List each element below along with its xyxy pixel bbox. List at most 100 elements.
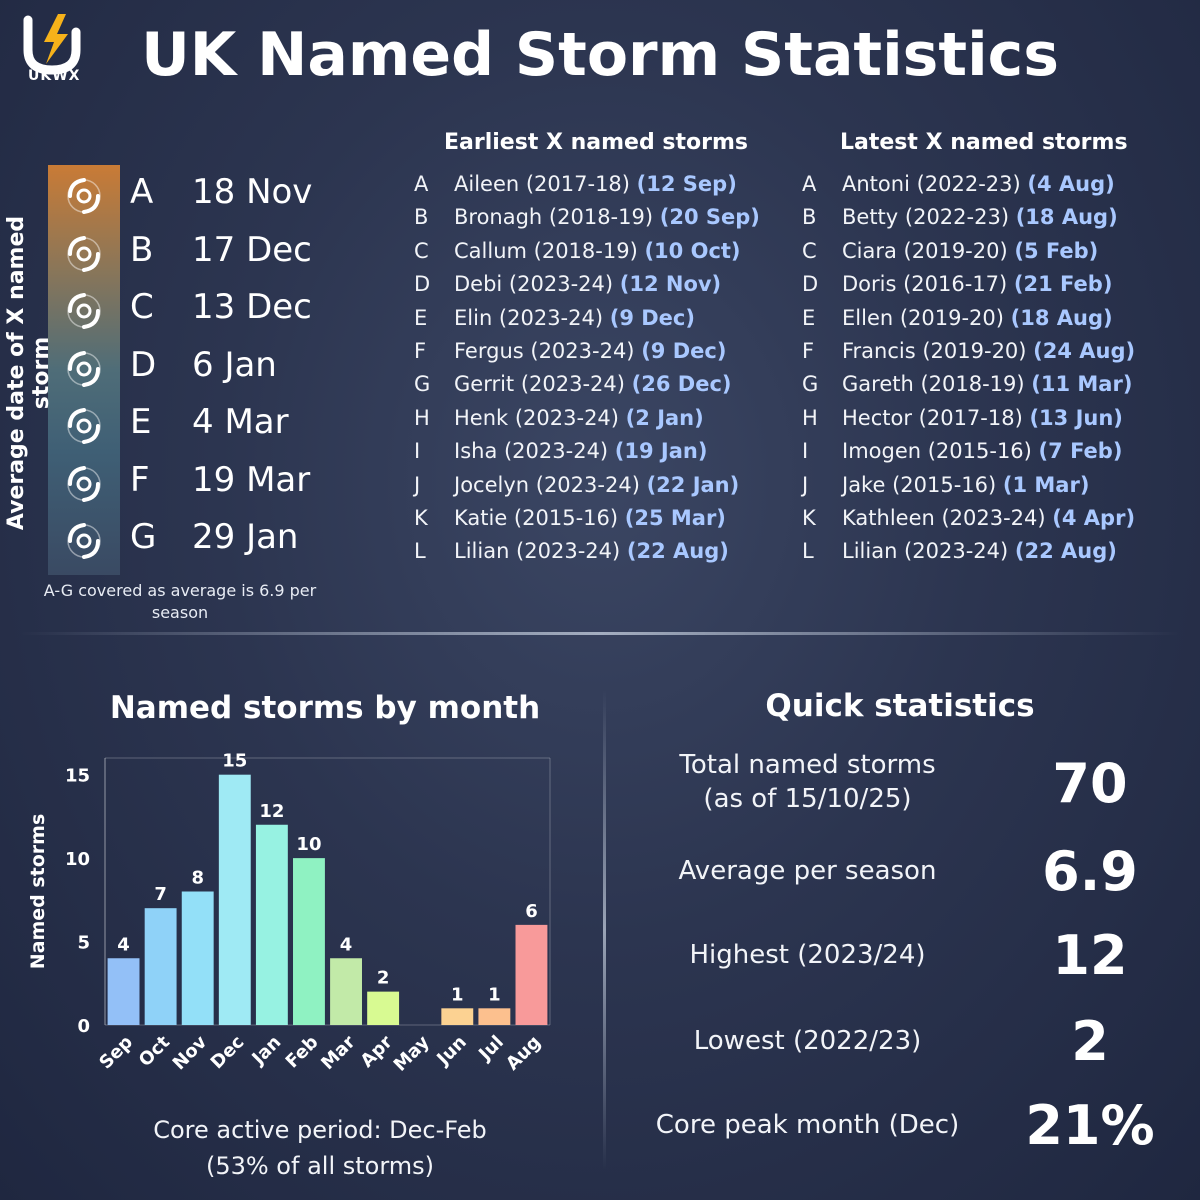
earliest-date: (2 Jan) [625, 405, 704, 430]
latest-row: H Hector (2017-18) (13 Jun) [802, 406, 1123, 430]
bar-dec [218, 774, 251, 1025]
earliest-name: Elin (2023-24) [454, 305, 610, 330]
horizontal-divider [20, 632, 1180, 635]
earliest-row: E Elin (2023-24) (9 Dec) [414, 306, 695, 330]
earliest-name: Henk (2023-24) [454, 405, 626, 430]
y-tick-label: 0 [77, 1016, 90, 1037]
average-letter: B [130, 229, 154, 270]
quick-stat-value: 21% [1025, 1094, 1155, 1157]
latest-letter: H [802, 405, 818, 430]
storm-swirl-icon [67, 178, 101, 214]
quick-stat-label: Core peak month (Dec) [620, 1108, 995, 1142]
latest-letter: D [802, 272, 819, 297]
earliest-name: Debi (2023-24) [454, 272, 620, 297]
quick-stat-label-line1: Total named storms [679, 750, 936, 780]
bar-value-label: 15 [222, 751, 247, 772]
quick-stat-value: 6.9 [1042, 840, 1138, 903]
earliest-letter: B [414, 205, 429, 230]
bar-value-label: 10 [296, 834, 321, 855]
earliest-date: (12 Nov) [619, 272, 722, 297]
caption-line1: Core active period: Dec-Feb [153, 1116, 487, 1144]
caption-line2: (53% of all storms) [205, 1152, 435, 1180]
average-date: 4 Mar [192, 402, 289, 442]
page-title: UK Named Storm Statistics [141, 20, 1059, 90]
earliest-row: C Callum (2018-19) (10 Oct) [414, 239, 741, 263]
storm-swirl-icon [67, 350, 101, 387]
earliest-name: Bronagh (2018-19) [454, 205, 660, 230]
x-tick-label: Jun [432, 1032, 471, 1071]
latest-name: Betty (2022-23) [842, 205, 1016, 230]
average-gradient-bar [48, 165, 120, 575]
x-tick-label: Apr [357, 1032, 397, 1072]
earliest-row: J Jocelyn (2023-24) (22 Jan) [414, 473, 739, 497]
earliest-letter: I [414, 439, 421, 464]
earliest-name: Callum (2018-19) [454, 238, 645, 263]
earliest-date: (9 Dec) [641, 339, 727, 363]
latest-name: Gareth (2018-19) [842, 372, 1032, 397]
latest-row: B Betty (2022-23) (18 Aug) [802, 205, 1118, 229]
average-letter: D [130, 344, 157, 385]
bar-value-label: 1 [488, 984, 501, 1005]
latest-name: Francis (2019-20) [842, 339, 1034, 363]
quick-stat-label-line1: Core peak month (Dec) [655, 1110, 960, 1140]
earliest-letter: E [414, 305, 428, 330]
storm-swirl-icon [67, 235, 101, 272]
bar-aug [515, 924, 548, 1025]
latest-heading: Latest X named storms [840, 130, 1128, 155]
earliest-row: H Henk (2023-24) (2 Jan) [414, 406, 704, 430]
latest-date: (1 Mar) [1002, 472, 1090, 497]
latest-date: (5 Feb) [1014, 238, 1099, 263]
latest-name: Ellen (2019-20) [842, 305, 1011, 330]
quick-stat-value: 12 [1052, 924, 1128, 987]
bar-sep [107, 958, 140, 1025]
latest-date: (4 Aug) [1027, 172, 1115, 196]
latest-row: D Doris (2016-17) (21 Feb) [802, 272, 1112, 296]
earliest-name: Gerrit (2023-24) [454, 372, 632, 397]
latest-date: (7 Feb) [1038, 439, 1123, 464]
earliest-row: I Isha (2023-24) (19 Jan) [414, 439, 707, 463]
bar-apr [367, 991, 400, 1025]
earliest-date: (22 Aug) [626, 539, 729, 564]
earliest-letter: H [414, 405, 430, 430]
earliest-name: Fergus (2023-24) [454, 339, 642, 363]
earliest-row: K Katie (2015-16) (25 Mar) [414, 506, 726, 530]
latest-name: Antoni (2022-23) [842, 172, 1028, 196]
earliest-letter: G [414, 372, 431, 397]
latest-letter: F [802, 339, 815, 363]
average-axis-label: Average date of X named storm [4, 215, 54, 531]
latest-letter: A [802, 172, 817, 196]
latest-row: E Ellen (2019-20) (18 Aug) [802, 306, 1113, 330]
bar-value-label: 12 [259, 801, 284, 822]
earliest-date: (12 Sep) [636, 172, 737, 196]
latest-name: Kathleen (2023-24) [842, 506, 1053, 530]
latest-row: K Kathleen (2023-24) (4 Apr) [802, 506, 1135, 530]
storm-swirl-icon [67, 465, 101, 502]
average-letter: A [130, 172, 154, 212]
latest-date: (18 Aug) [1015, 205, 1118, 230]
latest-date: (21 Feb) [1013, 272, 1113, 297]
bar-value-label: 7 [154, 884, 167, 905]
quick-stat-label: Average per season [620, 854, 995, 888]
earliest-heading: Earliest X named storms [444, 130, 748, 155]
earliest-letter: A [414, 172, 429, 196]
bar-value-label: 1 [451, 984, 464, 1005]
average-date: 6 Jan [192, 344, 277, 385]
latest-date: (24 Aug) [1033, 339, 1136, 363]
latest-name: Jake (2015-16) [842, 472, 1003, 497]
x-tick-label: Mar [317, 1032, 359, 1074]
earliest-letter: J [414, 472, 421, 497]
latest-name: Imogen (2015-16) [842, 439, 1039, 464]
earliest-name: Isha (2023-24) [454, 439, 615, 464]
earliest-date: (19 Jan) [614, 439, 708, 464]
bar-feb [293, 858, 325, 1025]
earliest-date: (10 Oct) [644, 238, 741, 263]
quick-stats-title: Quick statistics [765, 688, 1035, 724]
average-note: A-G covered as average is 6.9 per season [43, 581, 317, 622]
earliest-date: (26 Dec) [631, 372, 732, 397]
quick-stat-label-line1: Lowest (2022/23) [693, 1026, 922, 1056]
earliest-date: (25 Mar) [624, 506, 726, 530]
latest-name: Hector (2017-18) [842, 405, 1030, 430]
storm-swirl-icon [67, 523, 101, 559]
storm-swirl-icon [67, 408, 101, 444]
